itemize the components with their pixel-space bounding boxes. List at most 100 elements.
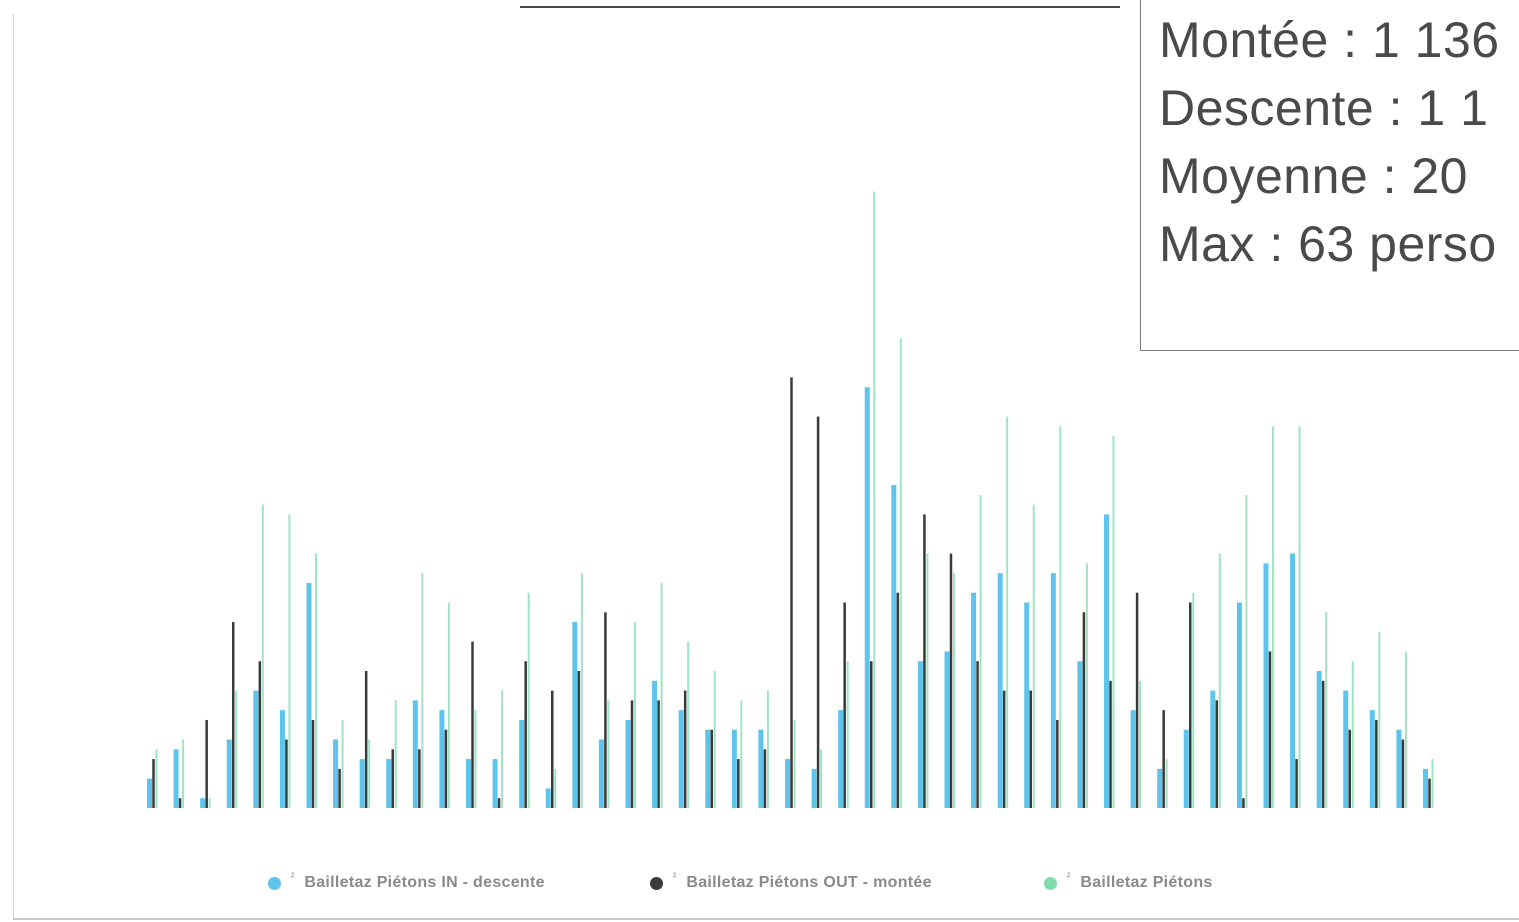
bar-pietons-12 [474,710,477,808]
bar-out-montee-15 [551,690,554,808]
bar-in-descente-47 [1396,729,1402,808]
bar-in-descente-40 [1210,690,1216,808]
stat-moyenne: Moyenne : 20 [1159,148,1468,204]
bar-out-montee-47 [1401,739,1405,808]
legend-label: Bailletaz Piétons IN - descente [304,874,545,891]
bar-in-descente-21 [705,729,711,808]
bar-in-descente-2 [200,798,206,808]
bar-out-montee-12 [471,641,474,808]
bar-in-descente-23 [758,729,764,808]
bar-pietons-38 [1165,759,1168,808]
bar-in-descente-34 [1050,573,1056,808]
bar-pietons-18 [634,622,636,808]
bar-out-montee-24 [790,377,793,808]
legend-dot-icon [650,876,663,890]
bar-pietons-9 [394,700,397,808]
bar-out-montee-5 [285,739,288,808]
bar-pietons-33 [1032,504,1035,808]
bar-out-montee-7 [338,768,341,808]
legend-item-out-montee[interactable]: ² Bailletaz Piétons OUT - montée [650,866,932,900]
bar-out-montee-0 [152,759,155,808]
bar-out-montee-17 [604,612,607,808]
frame-top-border [520,6,1120,8]
bar-in-descente-33 [1024,602,1030,808]
bar-out-montee-40 [1215,700,1219,808]
legend-item-in-descente[interactable]: ² Bailletaz Piétons IN - descente [268,866,545,900]
bar-in-descente-38 [1157,768,1163,808]
bar-pietons-22 [740,700,743,808]
bar-chart-bars [147,191,1434,808]
bar-pietons-46 [1378,631,1381,808]
frame-bottom-border [13,918,1519,920]
bar-pietons-31 [979,494,982,808]
bar-pietons-40 [1218,553,1221,808]
bar-out-montee-31 [976,661,979,808]
bar-out-montee-23 [763,749,767,808]
bar-out-montee-25 [816,416,820,808]
bar-in-descente-0 [147,778,152,808]
bar-out-montee-32 [1002,690,1006,808]
bar-in-descente-9 [386,759,392,808]
bar-in-descente-1 [173,749,179,808]
bar-out-montee-18 [630,700,634,808]
stat-descente: Descente : 1 1 [1159,80,1489,136]
bar-in-descente-28 [891,485,897,808]
bar-pietons-14 [527,592,530,808]
bar-out-montee-21 [710,729,713,808]
bar-out-montee-35 [1082,612,1086,808]
bar-pietons-45 [1351,661,1354,808]
bar-in-descente-29 [917,661,923,808]
bar-in-descente-48 [1423,768,1428,808]
bar-pietons-39 [1192,592,1195,808]
bar-in-descente-5 [279,710,285,808]
bar-out-montee-2 [205,719,208,808]
bar-out-montee-8 [364,671,368,808]
bar-in-descente-42 [1263,563,1269,808]
bar-pietons-27 [873,191,876,808]
bar-in-descente-16 [572,622,578,808]
chart-legend: ² Bailletaz Piétons IN - descente ² Bail… [0,866,1519,900]
bar-out-montee-26 [843,602,846,808]
frame-left-border [13,14,14,919]
bar-pietons-17 [607,700,610,808]
bar-out-montee-11 [444,729,448,808]
bar-in-descente-37 [1130,710,1136,808]
bar-pietons-35 [1085,563,1088,808]
bar-pietons-19 [660,582,663,808]
bar-out-montee-4 [258,661,262,808]
bar-pietons-47 [1404,651,1407,808]
bar-in-descente-7 [333,739,339,808]
bar-in-descente-19 [652,680,658,808]
bar-pietons-29 [926,553,929,808]
bar-out-montee-42 [1268,651,1272,808]
bar-in-descente-27 [864,387,870,808]
bar-in-descente-14 [519,719,525,808]
bar-pietons-44 [1325,612,1328,808]
bar-out-montee-16 [577,671,581,808]
bar-pietons-13 [501,690,504,808]
bar-in-descente-25 [811,768,817,808]
bar-in-descente-15 [545,788,551,808]
legend-dot-icon [268,876,281,890]
bar-out-montee-30 [949,553,953,808]
bar-pietons-23 [766,690,769,808]
bar-in-descente-20 [678,710,684,808]
bar-in-descente-4 [253,690,259,808]
bar-in-descente-31 [971,592,977,808]
bar-in-descente-39 [1183,729,1189,808]
bar-out-montee-48 [1428,778,1431,808]
legend-dot-icon [1044,876,1057,890]
bar-pietons-28 [899,338,902,808]
legend-mark: ² [673,871,677,883]
bar-pietons-30 [953,573,955,808]
bar-pietons-10 [421,573,424,808]
bar-pietons-32 [1006,416,1009,808]
bar-pietons-25 [820,749,823,808]
bar-in-descente-10 [412,700,418,808]
legend-item-pietons[interactable]: ² Bailletaz Piétons [1044,866,1213,900]
bar-in-descente-45 [1343,690,1349,808]
bar-in-descente-6 [306,582,312,808]
bar-in-descente-41 [1236,602,1242,808]
bar-out-montee-27 [870,661,873,808]
